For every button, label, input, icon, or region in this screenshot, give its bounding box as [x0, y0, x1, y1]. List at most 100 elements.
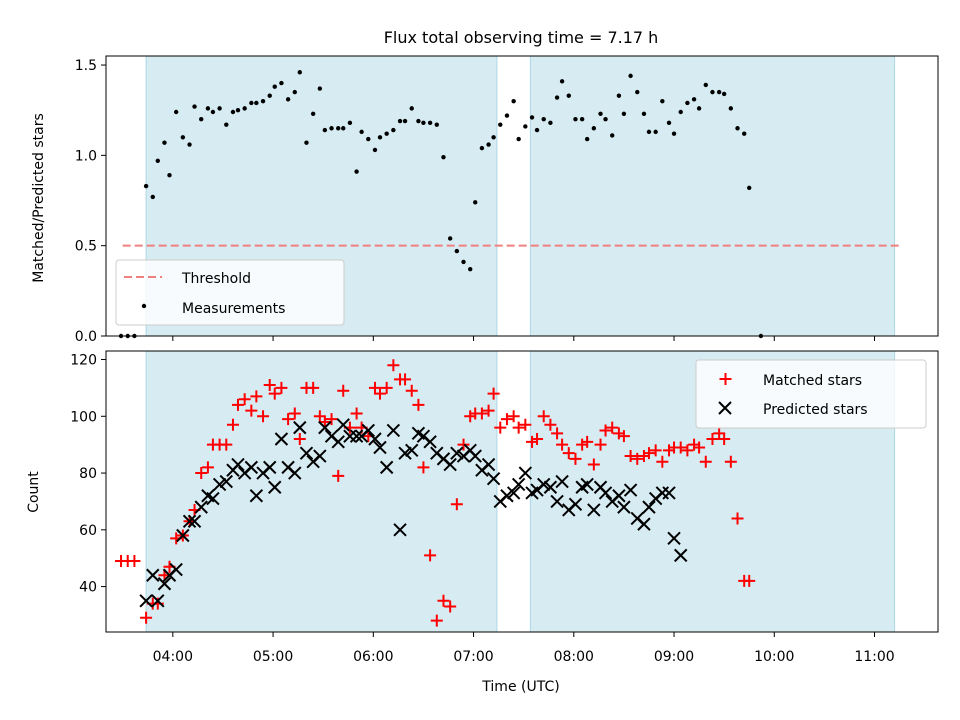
measurement-point — [721, 91, 727, 97]
matched-star-point — [674, 441, 687, 454]
predicted-star-point — [623, 483, 638, 497]
predicted-star-point — [423, 435, 437, 449]
predicted-star-point — [169, 562, 183, 577]
matched-star-point — [512, 421, 525, 434]
predicted-star-point — [288, 466, 302, 480]
measurement-point — [747, 185, 752, 191]
matched-star-point — [263, 379, 276, 392]
matched-star-point — [437, 594, 450, 607]
predicted-star-point — [176, 528, 190, 543]
matched-star-point — [464, 410, 477, 423]
measurement-point — [541, 117, 546, 122]
predicted-star-point — [580, 477, 594, 492]
measurement-point — [409, 106, 414, 111]
chart-title: Flux total observing time = 7.17 h — [384, 28, 659, 47]
bottom-x-tick-label: 09:00 — [654, 649, 694, 665]
matched-star-point — [706, 432, 719, 445]
bottom-y-tick-label: 40 — [79, 580, 97, 596]
top-axes-frame — [105, 55, 939, 337]
matched-star-point — [444, 600, 457, 613]
predicted-star-point — [139, 594, 153, 608]
matched-star-point — [656, 455, 669, 468]
measurement-point — [491, 135, 496, 140]
predicted-star-point — [393, 523, 407, 537]
predicted-star-point — [263, 460, 277, 475]
matched-star-point — [128, 555, 141, 568]
measurement-point — [559, 79, 565, 84]
measurement-point — [529, 115, 535, 120]
predicted-star-point — [486, 472, 501, 486]
matched-star-point — [250, 390, 263, 403]
bottom-y-tick-label: 80 — [79, 466, 97, 482]
measurement-point — [473, 200, 478, 205]
measurement-point — [254, 100, 259, 106]
matched-star-point — [293, 432, 306, 445]
measurement-point — [267, 93, 272, 98]
measurement-point — [504, 113, 510, 118]
bottom-x-tick-label: 11:00 — [854, 649, 894, 665]
predicted-star-point — [555, 474, 569, 489]
measurement-point — [347, 120, 353, 126]
matched-star-point — [693, 441, 706, 454]
measurement-point — [310, 111, 316, 117]
predicted-star-point — [318, 420, 332, 435]
predicted-star-point — [361, 423, 376, 438]
bottom-x-tick-label: 07:00 — [453, 649, 493, 665]
measurement-point — [742, 131, 747, 136]
measurement-point — [279, 80, 284, 86]
bottom-y-tick-label: 100 — [70, 409, 97, 425]
predicted-star-point — [231, 457, 245, 472]
predicted-star-point — [299, 446, 314, 460]
measurement-point — [441, 154, 446, 160]
predicted-star-point — [368, 432, 382, 446]
predicted-star-point — [518, 466, 533, 480]
predicted-star-point — [386, 423, 401, 438]
measurement-point — [498, 122, 503, 127]
measurement-point — [616, 93, 622, 98]
measurement-point — [641, 111, 647, 117]
measurement-point — [653, 129, 658, 135]
measurement-point — [162, 140, 167, 145]
matched-star-point — [544, 418, 557, 431]
predicted-star-point — [550, 494, 564, 509]
matched-star-point — [201, 461, 214, 474]
measurement-point — [199, 117, 204, 122]
matched-star-point — [220, 438, 233, 451]
top-y-tick-label: 0.5 — [75, 239, 97, 255]
matched-star-point — [500, 413, 513, 426]
matched-star-point — [373, 387, 386, 400]
bottom-legend: Matched stars Predicted stars — [695, 359, 927, 429]
predicted-star-point — [187, 514, 202, 529]
measurement-point — [421, 120, 426, 126]
matched-star-point — [487, 387, 500, 400]
predicted-star-point — [331, 435, 345, 449]
predicted-star-point — [598, 486, 613, 500]
top-legend-frame — [115, 259, 345, 326]
matched-star-point — [642, 447, 655, 460]
bottom-interval-0 — [146, 351, 497, 632]
matched-star-point — [226, 418, 239, 431]
measurement-point — [591, 126, 597, 131]
matched-star-point — [519, 418, 532, 431]
matched-star-point — [681, 444, 694, 457]
matched-star-point — [282, 413, 295, 426]
measurement-point — [366, 136, 371, 142]
measurement-point — [703, 82, 708, 88]
measurement-point — [210, 109, 216, 115]
measurement-point — [402, 118, 408, 124]
matched-star-point — [537, 410, 550, 423]
predicted-star-point — [349, 429, 364, 443]
measurement-point — [610, 133, 615, 138]
matched-star-point — [231, 398, 244, 411]
measurement-point — [646, 129, 652, 135]
predicted-star-point — [568, 497, 583, 511]
predicted-star-point — [443, 457, 457, 472]
measurement-point — [416, 118, 421, 124]
measurement-point — [728, 106, 734, 111]
measurements-legend-swatch — [141, 303, 147, 309]
measurement-point — [143, 183, 149, 189]
predicted-star-point — [249, 489, 264, 503]
matched-star-point — [526, 435, 539, 448]
predicted-star-point — [543, 480, 558, 494]
predicted-stars-series — [139, 418, 688, 608]
